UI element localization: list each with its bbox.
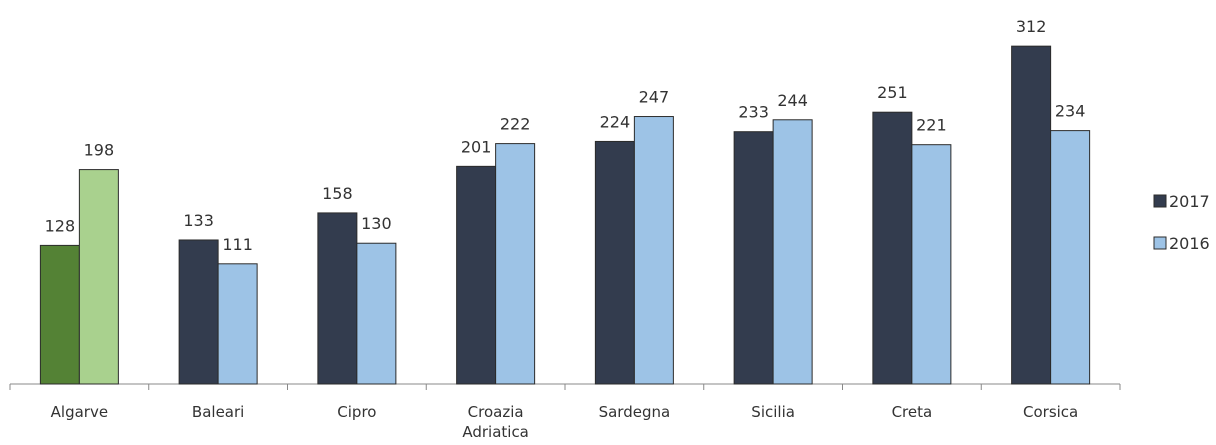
bar [39,244,80,385]
legend-swatch [1153,194,1167,208]
bar [356,242,397,385]
x-tick-label: Algarve [50,403,109,421]
bar [1011,45,1052,385]
x-tick-label: Sicilia [751,403,795,421]
data-label: 251 [877,83,908,102]
bar [911,144,952,385]
data-label: 234 [1055,102,1086,121]
data-label: 130 [361,214,392,233]
data-label: 224 [600,112,631,131]
data-label: 222 [500,115,531,134]
legend-swatch [1153,236,1167,250]
x-tick-label: Corsica [1023,403,1079,421]
bar [872,111,913,385]
bar [217,263,258,385]
data-label: 198 [84,141,115,160]
data-label: 247 [639,88,670,107]
data-label: 312 [1016,17,1047,36]
data-label: 158 [322,184,353,203]
bar [178,239,219,385]
x-tick-label: Croazia Adriatica [462,403,529,441]
bar [456,165,497,385]
x-tick-label: Sardegna [598,403,671,421]
legend-label: 2017 [1169,192,1210,211]
data-label: 111 [222,235,253,254]
bar [1050,130,1091,385]
bar [78,169,119,385]
data-label: 233 [738,103,769,122]
data-label: 133 [183,211,214,230]
x-tick-label: Creta [891,403,933,421]
bar [772,119,813,385]
data-label: 128 [45,216,76,235]
bar [594,140,635,385]
bar [495,143,536,385]
x-tick-label: Baleari [191,403,245,421]
data-label: 201 [461,137,492,156]
bar [317,212,358,385]
x-tick-label: Cipro [337,403,377,421]
legend-label: 2016 [1169,234,1210,253]
data-label: 221 [916,116,947,135]
data-label: 244 [777,91,808,110]
bar [733,131,774,385]
bar [633,116,674,385]
